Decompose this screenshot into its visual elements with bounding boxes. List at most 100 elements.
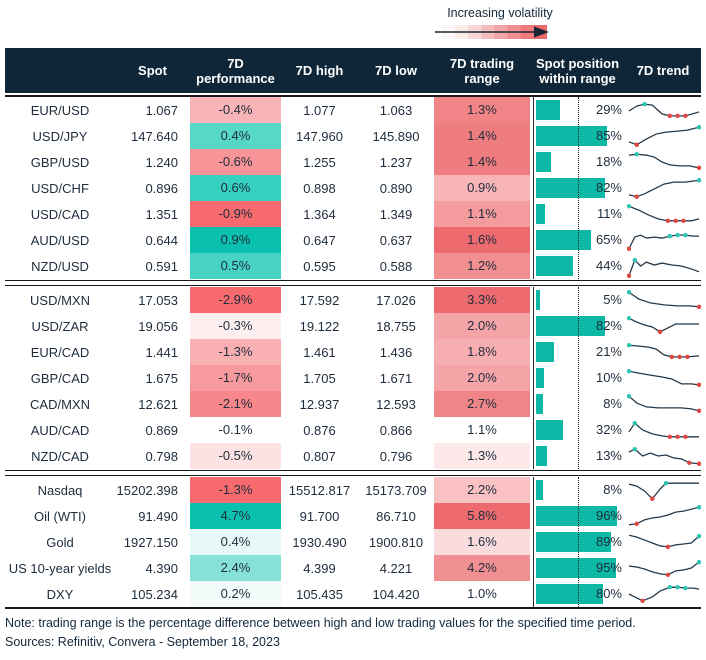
sparkline-chart bbox=[628, 480, 700, 502]
trend-cell bbox=[625, 443, 701, 469]
spot-position-cell: 95% bbox=[530, 555, 625, 581]
trend-cell bbox=[625, 581, 701, 607]
sparkline-chart bbox=[627, 368, 701, 388]
red-marker-dot bbox=[675, 113, 680, 119]
spot-position-cell: 13% bbox=[530, 443, 625, 469]
sparkline-chart bbox=[628, 533, 701, 550]
red-marker-dot bbox=[696, 382, 701, 388]
low-value: 86.710 bbox=[376, 508, 416, 524]
table-row: US 10-year yields 4.390 2.4% 4.399 4.221 4.2%… bbox=[5, 555, 701, 581]
spot-position-label: 89% bbox=[595, 534, 622, 549]
spot-position-cell: 21% bbox=[530, 339, 625, 365]
teal-marker-dot bbox=[627, 289, 632, 295]
performance-cell: -0.4% bbox=[190, 97, 281, 123]
spot-value: 1.441 bbox=[145, 344, 178, 360]
teal-marker-dot bbox=[632, 257, 638, 263]
spot-position-bar bbox=[536, 126, 608, 146]
teal-marker-dot bbox=[675, 232, 680, 238]
table-row: EUR/CAD 1.441 -1.3% 1.461 1.436 1.8% 21% bbox=[5, 339, 701, 365]
trend-cell bbox=[625, 477, 701, 503]
sparkline-chart bbox=[627, 232, 700, 252]
performance-cell: -0.1% bbox=[190, 417, 281, 443]
spot-position-cell: 5% bbox=[530, 287, 625, 313]
trading-range-cell: 2.7% bbox=[434, 391, 530, 417]
red-marker-dot bbox=[627, 246, 632, 252]
trend-cell bbox=[625, 339, 701, 365]
high-value: 0.898 bbox=[303, 180, 336, 196]
table-row: USD/MXN 17.053 -2.9% 17.592 17.026 3.3% 5% bbox=[5, 287, 701, 313]
red-marker-dot bbox=[687, 460, 692, 466]
performance-cell: -1.3% bbox=[190, 339, 281, 365]
low-value: 1.063 bbox=[379, 102, 413, 118]
teal-marker-dot bbox=[627, 368, 632, 374]
trend-cell bbox=[625, 529, 701, 555]
spot-value: 1.067 bbox=[145, 102, 178, 118]
performance-cell: -1.3% bbox=[190, 477, 281, 503]
trend-cell bbox=[625, 555, 701, 581]
trend-cell bbox=[625, 227, 701, 253]
spot-position-cell: 80% bbox=[530, 581, 625, 607]
spot-value: 147.640 bbox=[131, 128, 178, 144]
trading-range-cell: 5.8% bbox=[434, 503, 530, 529]
table-row: AUD/USD 0.644 0.9% 0.647 0.637 1.6% 65% bbox=[5, 227, 701, 253]
arrow-right-icon bbox=[435, 26, 549, 38]
row-label: USD/MXN bbox=[30, 292, 90, 308]
row-label: USD/ZAR bbox=[31, 318, 89, 334]
row-label: US 10-year yields bbox=[8, 560, 112, 576]
trading-range-cell: 3.3% bbox=[434, 287, 530, 313]
table-section: Nasdaq 15202.398 -1.3% 15512.817 15173.709 2.… bbox=[5, 477, 701, 607]
performance-cell: 0.5% bbox=[190, 253, 281, 279]
low-value: 1.237 bbox=[379, 154, 413, 170]
high-value: 91.700 bbox=[299, 508, 340, 524]
teal-marker-dot bbox=[696, 504, 701, 510]
header-spot-position: Spot position within range bbox=[535, 55, 620, 86]
low-value: 0.796 bbox=[379, 448, 413, 464]
high-value: 1.461 bbox=[303, 344, 336, 360]
spot-position-bar bbox=[536, 316, 605, 336]
spot-position-bar bbox=[536, 256, 573, 276]
red-marker-dot bbox=[665, 218, 671, 224]
high-value: 0.876 bbox=[303, 422, 336, 438]
teal-marker-dot bbox=[632, 420, 638, 426]
row-label: NZD/USD bbox=[31, 258, 89, 274]
low-value: 12.593 bbox=[376, 396, 416, 412]
trend-cell bbox=[625, 123, 701, 149]
table-body: EUR/USD 1.067 -0.4% 1.077 1.063 1.3% 29% USD/JP… bbox=[5, 95, 701, 609]
table-section: EUR/USD 1.067 -0.4% 1.077 1.063 1.3% 29% USD/JP… bbox=[5, 97, 701, 279]
teal-marker-dot bbox=[634, 151, 639, 157]
performance-cell: 0.4% bbox=[190, 529, 281, 555]
spot-position-cell: 85% bbox=[530, 123, 625, 149]
red-marker-dot bbox=[650, 496, 655, 502]
spot-position-cell: 44% bbox=[530, 253, 625, 279]
teal-marker-dot bbox=[683, 232, 688, 238]
spot-position-label: 11% bbox=[596, 206, 622, 221]
low-value: 1.436 bbox=[379, 344, 413, 360]
trend-cell bbox=[625, 391, 701, 417]
spot-position-bar bbox=[536, 368, 545, 388]
red-marker-dot bbox=[681, 218, 686, 224]
row-label: USD/JPY bbox=[32, 128, 88, 144]
section-separator bbox=[5, 280, 701, 286]
trading-range-cell: 1.6% bbox=[434, 227, 530, 253]
spot-position-bar bbox=[536, 178, 605, 198]
note-text: Note: trading range is the percentage di… bbox=[5, 616, 636, 630]
spot-value: 0.644 bbox=[145, 232, 178, 248]
low-value: 1.671 bbox=[379, 370, 413, 386]
red-marker-dot bbox=[657, 329, 663, 335]
red-marker-dot bbox=[685, 354, 690, 360]
red-marker-dot bbox=[640, 598, 645, 604]
teal-marker-dot bbox=[632, 446, 638, 452]
trend-cell bbox=[625, 149, 701, 175]
red-marker-dot bbox=[683, 434, 688, 440]
table-row: DXY 105.234 0.2% 105.435 104.420 1.0% 80% bbox=[5, 581, 701, 607]
low-value: 1.349 bbox=[379, 206, 413, 222]
performance-cell: -1.7% bbox=[190, 365, 281, 391]
spot-position-label: 82% bbox=[595, 318, 622, 333]
column-divider-line bbox=[533, 97, 534, 279]
table-row: AUD/CAD 0.869 -0.1% 0.876 0.866 1.1% 32% bbox=[5, 417, 701, 443]
performance-cell: 0.6% bbox=[190, 175, 281, 201]
spot-position-bar bbox=[536, 506, 617, 526]
teal-marker-dot bbox=[696, 124, 701, 130]
spot-position-bar bbox=[536, 204, 546, 224]
midpoint-dotted-line bbox=[578, 287, 579, 469]
